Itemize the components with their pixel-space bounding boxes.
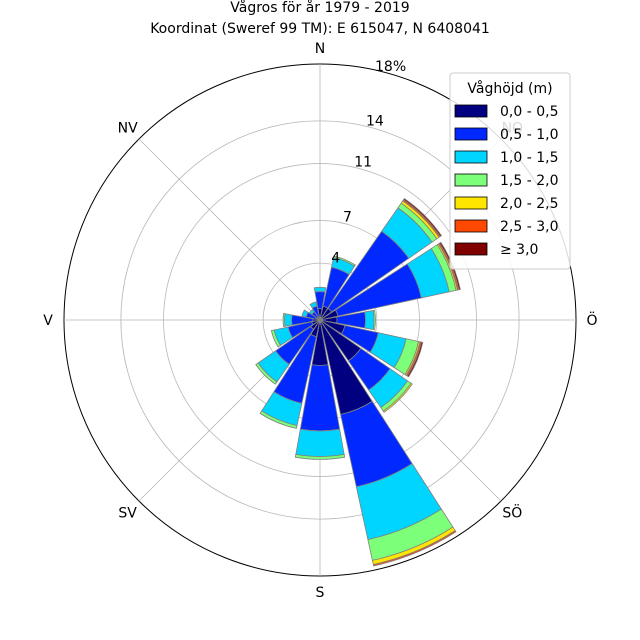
legend-label: 2,0 - 2,5 (500, 196, 558, 212)
direction-label: Ö (586, 311, 597, 329)
rose-bar-segment (372, 309, 376, 331)
legend-frame (449, 72, 571, 270)
direction-label: N (315, 41, 325, 57)
rose-bar-segment (439, 241, 461, 291)
rose-bar-segment (313, 286, 327, 293)
ring-label: 18% (375, 59, 406, 75)
legend-swatch (454, 196, 488, 210)
rose-bar-segment (372, 530, 457, 567)
rose-bar-segment (382, 382, 413, 413)
rose-bar-segment (333, 255, 356, 267)
direction-label: NV (118, 121, 138, 137)
legend-label: ≥ 3,0 (500, 242, 538, 258)
rose-bar-segment (259, 410, 298, 429)
direction-label: SÖ (502, 503, 522, 521)
direction-label: V (43, 313, 53, 329)
legend-swatch (454, 127, 488, 141)
rose-bar-segment (301, 309, 309, 318)
rose-bar-segment (270, 329, 282, 348)
legend-label: 1,5 - 2,0 (500, 173, 558, 189)
legend-swatch (454, 104, 488, 118)
legend-swatch (454, 219, 488, 233)
rose-bar-segment (284, 313, 293, 327)
legend-swatch (454, 173, 488, 187)
legend-label: 2,5 - 3,0 (500, 219, 558, 235)
chart-title: Vågros för år 1979 - 2019 (230, 0, 409, 16)
rose-bar-segment (364, 309, 375, 331)
legend-swatch (454, 242, 488, 256)
rose-bar-segment (309, 301, 318, 309)
grid-spoke (138, 138, 321, 321)
rose-bar-segment (295, 428, 345, 457)
rose-bar-segment (403, 197, 443, 237)
rose-bar-segment (406, 341, 424, 378)
chart-subtitle: Koordinat (Sweref 99 TM): E 615047, N 64… (150, 21, 490, 37)
legend-swatch (454, 150, 488, 164)
rose-bars (255, 197, 461, 567)
legend-label: 1,0 - 1,5 (500, 150, 558, 166)
rose-bar-segment (294, 453, 346, 460)
legend-label: 0,0 - 0,5 (500, 104, 558, 120)
direction-label: SV (118, 505, 137, 521)
legend-title: Våghöjd (m) (467, 80, 552, 97)
rose-bar-segment (308, 308, 315, 315)
rose-bar-segment (282, 312, 286, 328)
rose-bar-segment (255, 362, 278, 385)
legend-label: 0,5 - 1,0 (500, 127, 558, 143)
ring-label: 14 (366, 114, 384, 130)
ring-label: 7 (343, 209, 352, 225)
ring-label: 11 (354, 155, 372, 171)
direction-label: S (316, 585, 325, 601)
legend: Våghöjd (m) 0,0 - 0,5 0,5 - 1,0 1,0 - 1,5 1… (449, 72, 571, 270)
ring-label: 4 (331, 250, 340, 266)
